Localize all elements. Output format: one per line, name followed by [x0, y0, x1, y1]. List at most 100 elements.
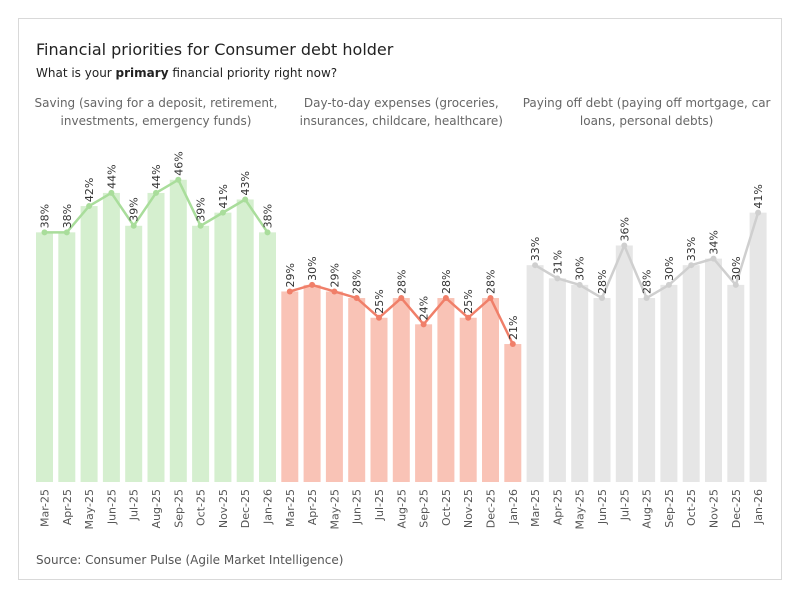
point-paying-off-debt-apr-25	[554, 275, 561, 282]
point-paying-off-debt-nov-25	[710, 255, 717, 262]
x-tick-paying-off-debt-jun-25: Jun-25	[596, 489, 609, 525]
x-tick-saving-sep-25: Sep-25	[172, 489, 185, 528]
panel-title-day-to-day-expenses-line-2: insurances, childcare, healthcare)	[300, 114, 503, 128]
data-label-paying-off-debt-nov-25: 34%	[708, 230, 721, 254]
data-label-day-to-day-expenses-oct-25: 28%	[440, 270, 453, 294]
point-day-to-day-expenses-sep-25	[420, 321, 427, 328]
bar-paying-off-debt-nov-25	[705, 258, 722, 482]
bar-saving-jul-25	[125, 225, 143, 482]
chart-subtitle: What is your primary financial priority …	[36, 66, 337, 80]
point-day-to-day-expenses-oct-25	[442, 295, 449, 302]
bar-day-to-day-expenses-aug-25	[392, 298, 410, 482]
data-label-saving-jan-26: 38%	[262, 204, 275, 228]
bar-paying-off-debt-may-25	[571, 284, 589, 482]
subtitle-prefix: What is your	[36, 66, 116, 80]
point-paying-off-debt-jan-26	[755, 209, 762, 216]
bar-paying-off-debt-jan-26	[749, 212, 767, 482]
data-label-paying-off-debt-jun-25: 28%	[596, 270, 609, 294]
x-tick-day-to-day-expenses-dec-25: Dec-25	[485, 489, 498, 528]
bar-saving-aug-25	[147, 192, 165, 483]
bar-paying-off-debt-oct-25	[682, 265, 700, 482]
bar-day-to-day-expenses-jul-25	[370, 317, 388, 482]
panel-title-day-to-day-expenses-line-1: Day-to-day expenses (groceries,	[304, 96, 499, 110]
x-tick-day-to-day-expenses-apr-25: Apr-25	[306, 489, 319, 525]
bar-day-to-day-expenses-apr-25	[303, 284, 321, 482]
point-saving-mar-25	[41, 229, 48, 236]
x-tick-day-to-day-expenses-aug-25: Aug-25	[395, 489, 408, 528]
data-label-paying-off-debt-jan-26: 41%	[752, 184, 765, 208]
bar-day-to-day-expenses-dec-25	[482, 298, 499, 482]
x-tick-paying-off-debt-sep-25: Sep-25	[663, 489, 676, 528]
x-tick-saving-dec-25: Dec-25	[239, 489, 252, 528]
bar-saving-dec-25	[236, 199, 254, 483]
data-label-paying-off-debt-jul-25: 36%	[618, 217, 631, 241]
x-tick-day-to-day-expenses-jan-26: Jan-26	[507, 489, 520, 525]
data-label-day-to-day-expenses-mar-25: 29%	[284, 263, 297, 287]
point-day-to-day-expenses-may-25	[331, 288, 338, 295]
point-saving-aug-25	[153, 189, 159, 196]
point-paying-off-debt-oct-25	[688, 262, 695, 269]
x-tick-paying-off-debt-apr-25: Apr-25	[551, 489, 564, 525]
data-label-day-to-day-expenses-nov-25: 25%	[462, 289, 475, 313]
point-day-to-day-expenses-jun-25	[353, 295, 360, 302]
point-saving-oct-25	[197, 222, 204, 229]
x-tick-saving-jul-25: Jul-25	[128, 489, 141, 521]
x-tick-paying-off-debt-nov-25: Nov-25	[708, 489, 721, 528]
bar-day-to-day-expenses-jun-25	[348, 298, 366, 482]
x-tick-day-to-day-expenses-may-25: May-25	[328, 489, 341, 530]
bar-saving-apr-25	[58, 232, 76, 482]
point-saving-jun-25	[108, 189, 115, 196]
data-label-saving-apr-25: 38%	[61, 204, 74, 228]
x-tick-paying-off-debt-jul-25: Jul-25	[618, 489, 631, 521]
point-day-to-day-expenses-aug-25	[398, 295, 405, 302]
bar-paying-off-debt-sep-25	[660, 284, 678, 482]
data-label-day-to-day-expenses-aug-25: 28%	[395, 270, 408, 294]
x-tick-paying-off-debt-may-25: May-25	[574, 489, 587, 530]
x-tick-paying-off-debt-mar-25: Mar-25	[529, 489, 542, 527]
data-label-saving-may-25: 42%	[83, 178, 96, 202]
x-tick-day-to-day-expenses-mar-25: Mar-25	[284, 489, 297, 527]
point-saving-nov-25	[219, 209, 226, 216]
source-note: Source: Consumer Pulse (Agile Market Int…	[36, 553, 344, 567]
x-tick-saving-mar-25: Mar-25	[39, 489, 52, 527]
bar-paying-off-debt-apr-25	[548, 278, 566, 482]
data-label-day-to-day-expenses-jul-25: 25%	[373, 289, 386, 313]
point-saving-dec-25	[242, 196, 249, 203]
panel-title-saving-line-2: investments, emergency funds)	[61, 114, 252, 128]
bar-saving-jun-25	[102, 192, 120, 483]
x-tick-saving-aug-25: Aug-25	[150, 489, 163, 528]
point-paying-off-debt-dec-25	[732, 281, 739, 288]
data-label-paying-off-debt-dec-25: 30%	[730, 256, 743, 280]
data-label-day-to-day-expenses-may-25: 29%	[328, 263, 341, 287]
bar-paying-off-debt-dec-25	[727, 284, 745, 482]
bar-paying-off-debt-aug-25	[638, 298, 656, 482]
bar-saving-may-25	[80, 206, 98, 482]
point-day-to-day-expenses-nov-25	[465, 314, 472, 321]
data-label-paying-off-debt-sep-25: 30%	[663, 256, 676, 280]
bar-day-to-day-expenses-oct-25	[437, 298, 455, 482]
x-tick-saving-jan-26: Jan-26	[262, 489, 275, 525]
bar-paying-off-debt-mar-25	[526, 265, 544, 482]
x-tick-day-to-day-expenses-jul-25: Jul-25	[373, 489, 386, 521]
x-tick-paying-off-debt-jan-26: Jan-26	[752, 489, 765, 525]
data-label-day-to-day-expenses-sep-25: 24%	[418, 296, 431, 320]
data-label-saving-mar-25: 38%	[39, 204, 52, 228]
point-day-to-day-expenses-mar-25	[286, 288, 293, 295]
point-paying-off-debt-mar-25	[532, 262, 539, 269]
data-label-saving-aug-25: 44%	[150, 164, 163, 188]
data-label-saving-dec-25: 43%	[239, 171, 252, 195]
data-label-day-to-day-expenses-dec-25: 28%	[485, 270, 498, 294]
point-paying-off-debt-aug-25	[643, 295, 650, 302]
data-label-saving-jul-25: 39%	[128, 197, 141, 221]
bar-saving-mar-25	[36, 232, 53, 482]
point-saving-may-25	[86, 203, 93, 210]
bar-paying-off-debt-jul-25	[615, 245, 633, 482]
point-paying-off-debt-jun-25	[599, 295, 605, 302]
bar-saving-sep-25	[169, 179, 187, 482]
point-paying-off-debt-jul-25	[621, 242, 628, 249]
data-label-day-to-day-expenses-jun-25: 28%	[351, 270, 364, 294]
data-label-paying-off-debt-mar-25: 33%	[529, 237, 542, 261]
panel-title-saving-line-1: Saving (saving for a deposit, retirement…	[35, 96, 278, 110]
point-saving-jul-25	[130, 222, 137, 229]
